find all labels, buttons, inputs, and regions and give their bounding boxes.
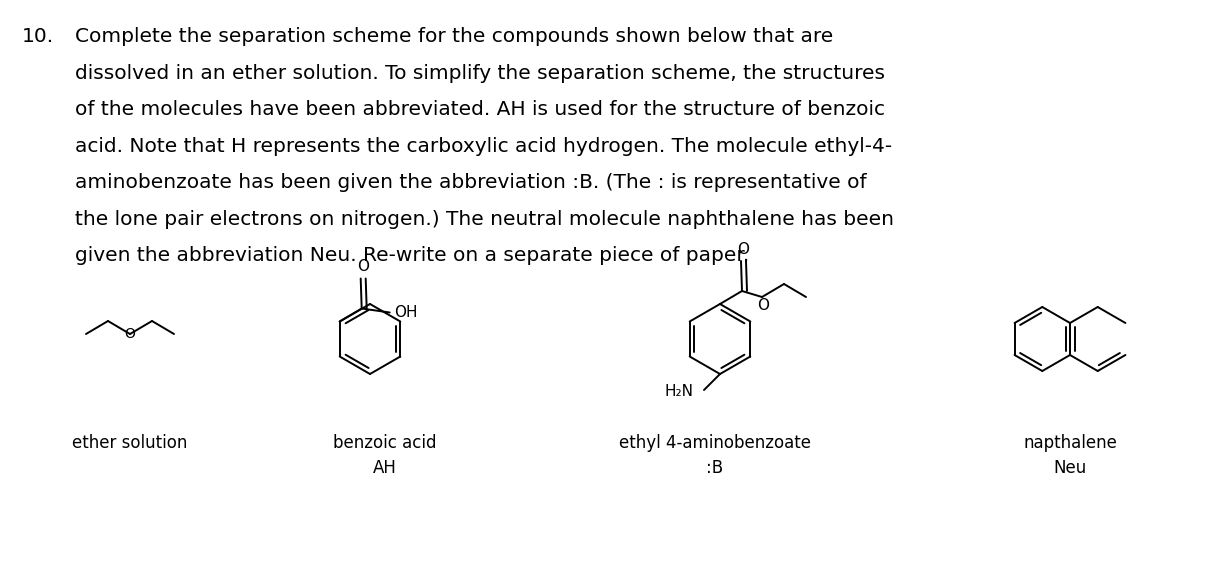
Text: given the abbreviation Neu. Re-write on a separate piece of paper.: given the abbreviation Neu. Re-write on … bbox=[75, 246, 750, 265]
Text: aminobenzoate has been given the abbreviation :B. (The : is representative of: aminobenzoate has been given the abbrevi… bbox=[75, 173, 867, 192]
Text: H₂N: H₂N bbox=[665, 384, 694, 400]
Text: ether solution: ether solution bbox=[73, 434, 187, 452]
Text: Complete the separation scheme for the compounds shown below that are: Complete the separation scheme for the c… bbox=[75, 27, 833, 46]
Text: O: O bbox=[125, 327, 135, 341]
Text: O: O bbox=[757, 298, 769, 313]
Text: the lone pair electrons on nitrogen.) The neutral molecule naphthalene has been: the lone pair electrons on nitrogen.) Th… bbox=[75, 210, 893, 229]
Text: benzoic acid
AH: benzoic acid AH bbox=[334, 434, 436, 477]
Text: napthalene
Neu: napthalene Neu bbox=[1023, 434, 1117, 477]
Text: acid. Note that H represents the carboxylic acid hydrogen. The molecule ethyl-4-: acid. Note that H represents the carboxy… bbox=[75, 137, 892, 156]
Text: O: O bbox=[357, 259, 369, 274]
Text: dissolved in an ether solution. To simplify the separation scheme, the structure: dissolved in an ether solution. To simpl… bbox=[75, 64, 885, 82]
Text: of the molecules have been abbreviated. AH is used for the structure of benzoic: of the molecules have been abbreviated. … bbox=[75, 100, 885, 119]
Text: O: O bbox=[737, 241, 750, 256]
Text: OH: OH bbox=[394, 305, 417, 320]
Text: ethyl 4-aminobenzoate
:B: ethyl 4-aminobenzoate :B bbox=[619, 434, 811, 477]
Text: 10.: 10. bbox=[22, 27, 54, 46]
